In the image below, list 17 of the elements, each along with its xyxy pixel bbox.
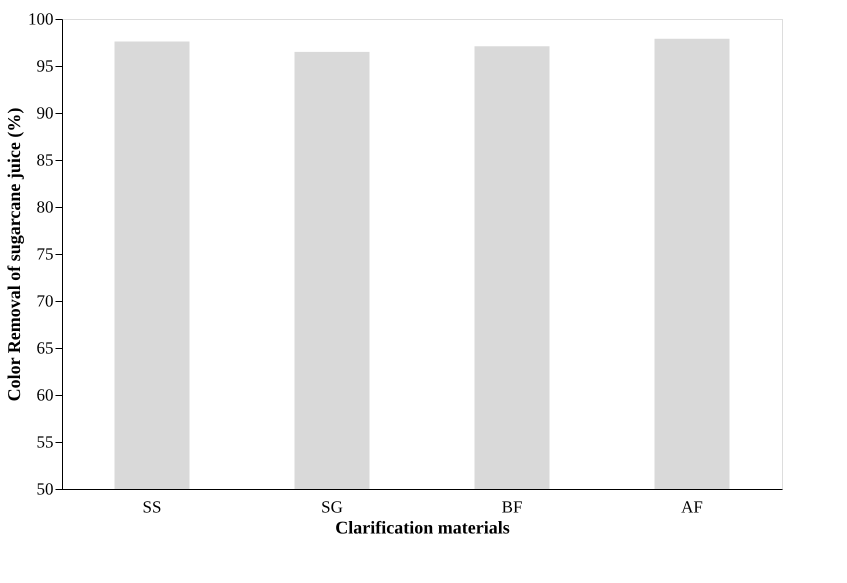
x-axis-title: Clarification materials <box>335 518 510 538</box>
y-tick-label: 70 <box>36 292 54 310</box>
y-tick-label: 100 <box>28 10 54 28</box>
y-tick-label: 75 <box>36 244 54 264</box>
x-tick-label: SS <box>142 498 162 516</box>
y-tick-label: 85 <box>36 150 54 170</box>
y-tick-label: 80 <box>36 198 54 216</box>
x-tick-label: AF <box>681 498 703 516</box>
y-tick-label: 65 <box>36 338 54 358</box>
y-tick-label: 55 <box>36 432 54 452</box>
y-tick-label: 60 <box>36 386 54 404</box>
y-tick-label: 50 <box>36 480 54 498</box>
x-tick-label: BF <box>502 498 522 516</box>
y-tick-label: 95 <box>36 56 54 76</box>
y-axis-title: Color Removal of sugarcane juice (%) <box>4 108 24 402</box>
y-tick-label: 90 <box>36 104 54 122</box>
x-tick-label: SG <box>321 498 343 516</box>
